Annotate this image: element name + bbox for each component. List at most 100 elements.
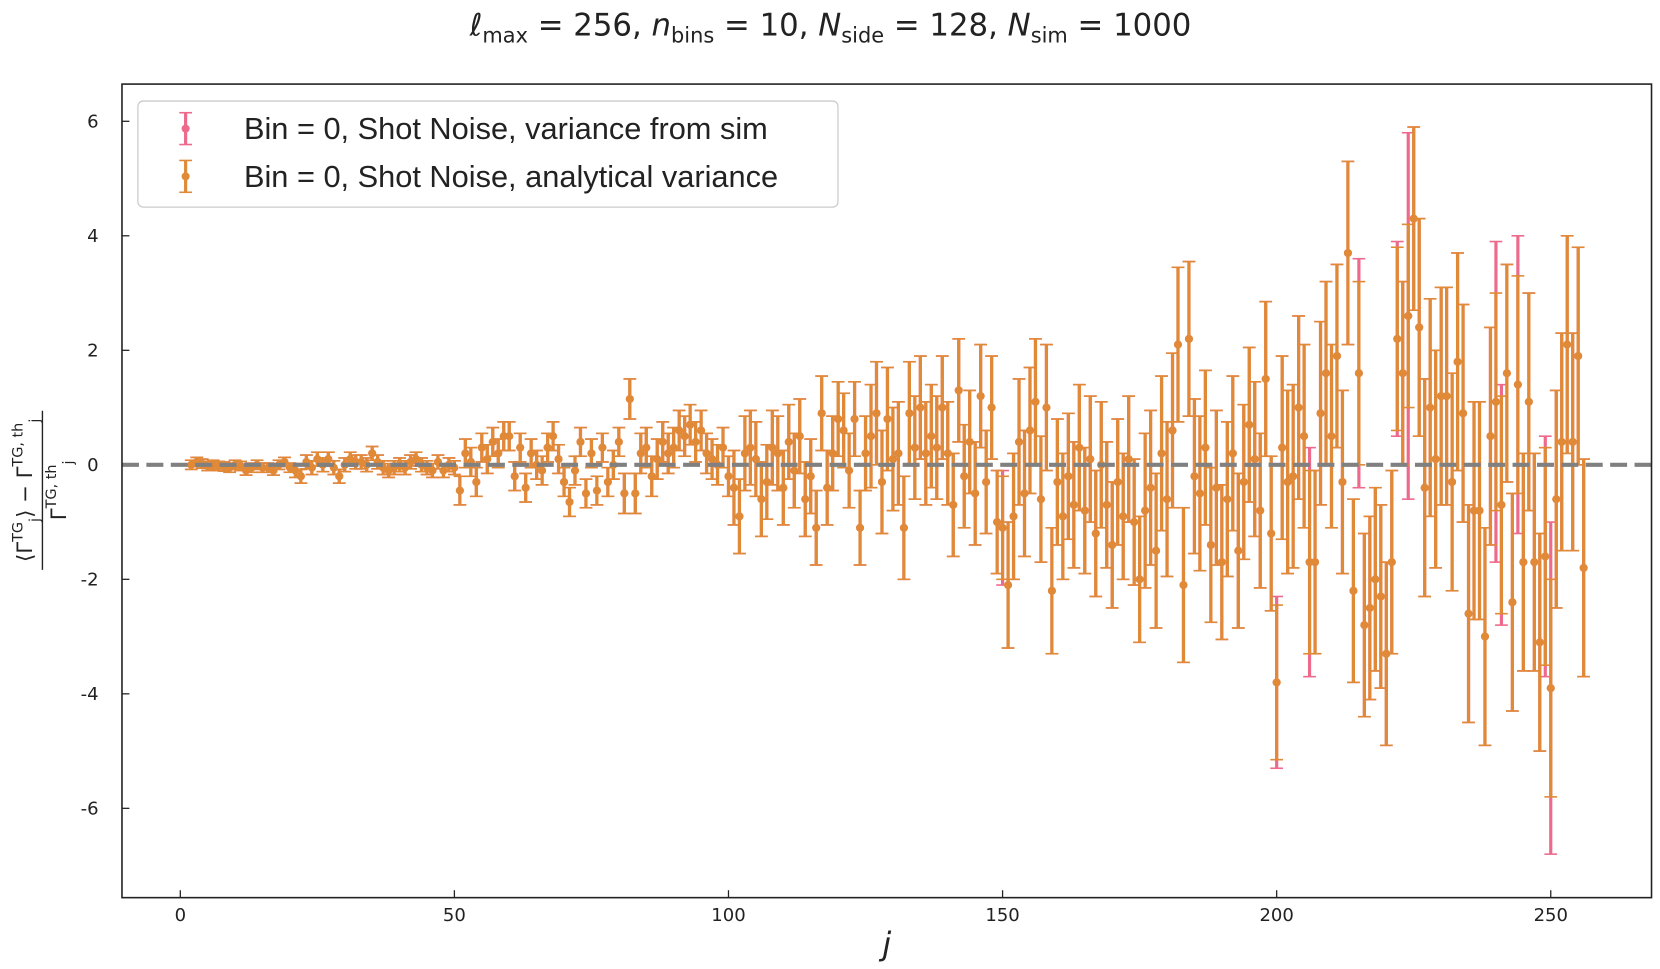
point — [1398, 369, 1407, 378]
point — [910, 443, 919, 452]
point — [516, 443, 525, 452]
point — [680, 432, 689, 441]
point — [982, 477, 991, 487]
point — [1261, 374, 1270, 383]
point — [472, 477, 481, 487]
point — [576, 437, 585, 446]
point — [1316, 409, 1325, 418]
point — [1163, 495, 1172, 504]
point — [1245, 420, 1254, 429]
point — [592, 486, 601, 495]
point — [1212, 483, 1221, 492]
point — [1393, 334, 1402, 343]
point — [1031, 397, 1040, 406]
point — [1184, 334, 1193, 343]
point — [1459, 409, 1468, 418]
point — [1146, 483, 1155, 492]
point — [1552, 495, 1561, 504]
point — [521, 483, 530, 492]
point — [598, 443, 607, 452]
point — [653, 455, 662, 464]
point — [1387, 558, 1396, 567]
point — [729, 483, 739, 492]
point — [894, 449, 903, 458]
point — [1283, 477, 1292, 487]
point — [718, 443, 728, 452]
point — [527, 449, 536, 458]
point — [932, 443, 941, 452]
x-tick-label: 250 — [1534, 905, 1568, 926]
point — [839, 426, 848, 435]
point — [1173, 340, 1183, 349]
point — [1157, 449, 1166, 458]
point — [461, 449, 470, 458]
text-segment: TG — [10, 522, 26, 543]
point — [801, 495, 810, 504]
point — [1256, 506, 1265, 515]
y-axis-label: ⟨ΓTGj⟩ − ΓTG, thj ΓTG, thj — [10, 410, 77, 570]
text-segment: TG, th — [10, 423, 26, 468]
point — [1376, 592, 1385, 601]
point — [658, 437, 667, 446]
point — [757, 495, 766, 504]
y-tick-label: -4 — [81, 684, 99, 705]
point — [1415, 323, 1424, 332]
point — [1058, 512, 1067, 521]
point — [1080, 506, 1089, 515]
point — [1360, 621, 1369, 630]
point — [697, 426, 706, 435]
point — [1541, 552, 1550, 561]
point — [806, 472, 815, 481]
point — [1053, 477, 1062, 487]
point — [883, 414, 892, 424]
legend-marker — [181, 172, 190, 181]
point — [1294, 403, 1303, 412]
point — [1228, 449, 1237, 458]
point — [1135, 575, 1144, 584]
point — [1201, 443, 1210, 452]
point — [691, 437, 700, 446]
point — [664, 449, 673, 458]
point — [762, 477, 771, 487]
point — [1508, 598, 1517, 607]
point — [587, 449, 596, 458]
point — [845, 466, 854, 475]
point — [631, 489, 640, 498]
point — [1513, 380, 1522, 389]
point — [483, 455, 492, 464]
point — [549, 432, 558, 441]
text-segment: n — [652, 7, 672, 43]
point — [560, 477, 569, 487]
point — [1579, 563, 1588, 572]
point — [1568, 437, 1577, 446]
x-tick-label: 200 — [1259, 905, 1293, 926]
point — [1195, 489, 1204, 498]
text-segment: ℓ — [469, 7, 483, 43]
point — [1491, 397, 1500, 406]
point — [581, 489, 590, 498]
point — [1091, 529, 1100, 538]
point — [773, 449, 782, 458]
point — [324, 455, 333, 464]
point — [1168, 426, 1177, 435]
text-segment: sim — [1031, 24, 1068, 48]
point — [1234, 546, 1243, 555]
point — [1102, 500, 1111, 509]
point — [686, 420, 695, 429]
point — [647, 472, 656, 481]
text-segment: bins — [671, 24, 714, 48]
point — [784, 437, 793, 446]
point — [812, 523, 821, 532]
point — [1574, 352, 1583, 361]
point — [702, 449, 711, 458]
text-segment: ⟩ − Γ — [13, 466, 38, 518]
point — [455, 486, 464, 495]
point — [1272, 678, 1281, 687]
point — [543, 443, 552, 452]
point — [724, 472, 733, 481]
point — [795, 432, 804, 441]
point — [987, 403, 996, 412]
point — [1431, 455, 1440, 464]
point — [916, 403, 925, 412]
point — [938, 403, 947, 412]
